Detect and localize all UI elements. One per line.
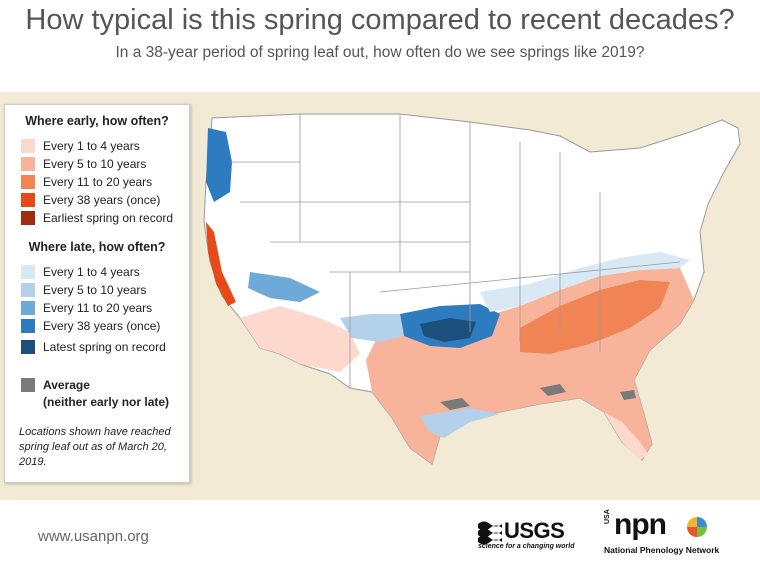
legend-note: Locations shown have reached spring leaf… xyxy=(19,426,171,468)
legend-swatch xyxy=(21,265,35,279)
legend: Where early, how often? Every 1 to 4 yea… xyxy=(4,104,190,483)
legend-early-item: Every 5 to 10 years xyxy=(21,157,146,171)
legend-early-heading: Where early, how often? xyxy=(25,114,169,128)
average-patch-2 xyxy=(540,384,566,396)
us-map xyxy=(203,113,741,465)
legend-label: Every 38 years (once) xyxy=(43,193,161,207)
usgs-logo: USGS science for a changing world xyxy=(478,518,575,561)
legend-early-item: Every 1 to 4 years xyxy=(21,139,140,153)
page-subtitle: In a 38-year period of spring leaf out, … xyxy=(115,44,645,61)
legend-label: Every 1 to 4 years xyxy=(43,265,140,279)
legend-swatch xyxy=(21,175,35,189)
legend-label: Every 1 to 4 years xyxy=(43,139,140,153)
early-region-core xyxy=(520,280,670,354)
legend-label: Every 11 to 20 years xyxy=(43,301,153,315)
legend-label: Every 5 to 10 years xyxy=(43,157,147,171)
usgs-wave-icon xyxy=(478,521,502,545)
late-region-southwest xyxy=(248,272,320,302)
legend-label: Every 11 to 20 years xyxy=(43,175,153,189)
average-patch-1 xyxy=(440,398,470,410)
legend-swatch xyxy=(21,193,35,207)
npn-logo-text: npn xyxy=(614,508,667,541)
legend-early-item: Every 38 years (once) xyxy=(21,193,160,207)
legend-early-item: Every 11 to 20 years xyxy=(21,175,152,189)
legend-late-item: Every 1 to 4 years xyxy=(21,265,140,279)
legend-swatch xyxy=(21,319,35,333)
legend-label: Latest spring on record xyxy=(43,340,166,354)
legend-swatch xyxy=(21,378,35,392)
early-region-southwest xyxy=(240,306,360,372)
late-region-pacific-northwest xyxy=(206,128,232,202)
usgs-tagline: science for a changing world xyxy=(478,543,575,550)
npn-leaf-icon xyxy=(687,517,707,537)
early-region-west-coast xyxy=(206,222,236,306)
legend-swatch xyxy=(21,340,35,354)
average-patch-3 xyxy=(620,390,636,400)
legend-average-item: Average (neither early nor late) xyxy=(21,377,169,409)
early-region-florida xyxy=(604,412,648,460)
page-title: How typical is this spring compared to r… xyxy=(25,4,735,36)
npn-full-name: National Phenology Network xyxy=(604,545,720,555)
state-boundaries xyxy=(230,114,681,388)
late-region-texas-west xyxy=(340,314,404,342)
legend-late-item: Every 5 to 10 years xyxy=(21,283,146,297)
legend-swatch xyxy=(21,283,35,297)
usgs-logo-text: USGS xyxy=(504,518,565,543)
legend-average-sublabel: (neither early nor late) xyxy=(43,395,170,409)
legend-late-item: Every 11 to 20 years xyxy=(21,301,152,315)
late-region-southern-plains-core xyxy=(420,318,476,342)
late-region-gulf-coast xyxy=(420,408,500,438)
legend-swatch xyxy=(21,139,35,153)
website-link[interactable]: www.usanpn.org xyxy=(38,528,149,545)
legend-label: Every 38 years (once) xyxy=(43,319,161,333)
legend-late-item: Latest spring on record xyxy=(21,340,166,354)
legend-late-heading: Where late, how often? xyxy=(28,240,166,254)
legend-swatch xyxy=(21,211,35,225)
legend-swatch xyxy=(21,301,35,315)
legend-average-label: Average xyxy=(43,378,90,392)
late-region-midsouth xyxy=(480,252,690,312)
npn-usa-text: USA xyxy=(604,509,611,524)
legend-label: Every 5 to 10 years xyxy=(43,283,147,297)
legend-swatch xyxy=(21,157,35,171)
legend-late-item: Every 38 years (once) xyxy=(21,319,160,333)
legend-early-item: Earliest spring on record xyxy=(21,211,173,225)
legend-label: Earliest spring on record xyxy=(43,211,174,225)
